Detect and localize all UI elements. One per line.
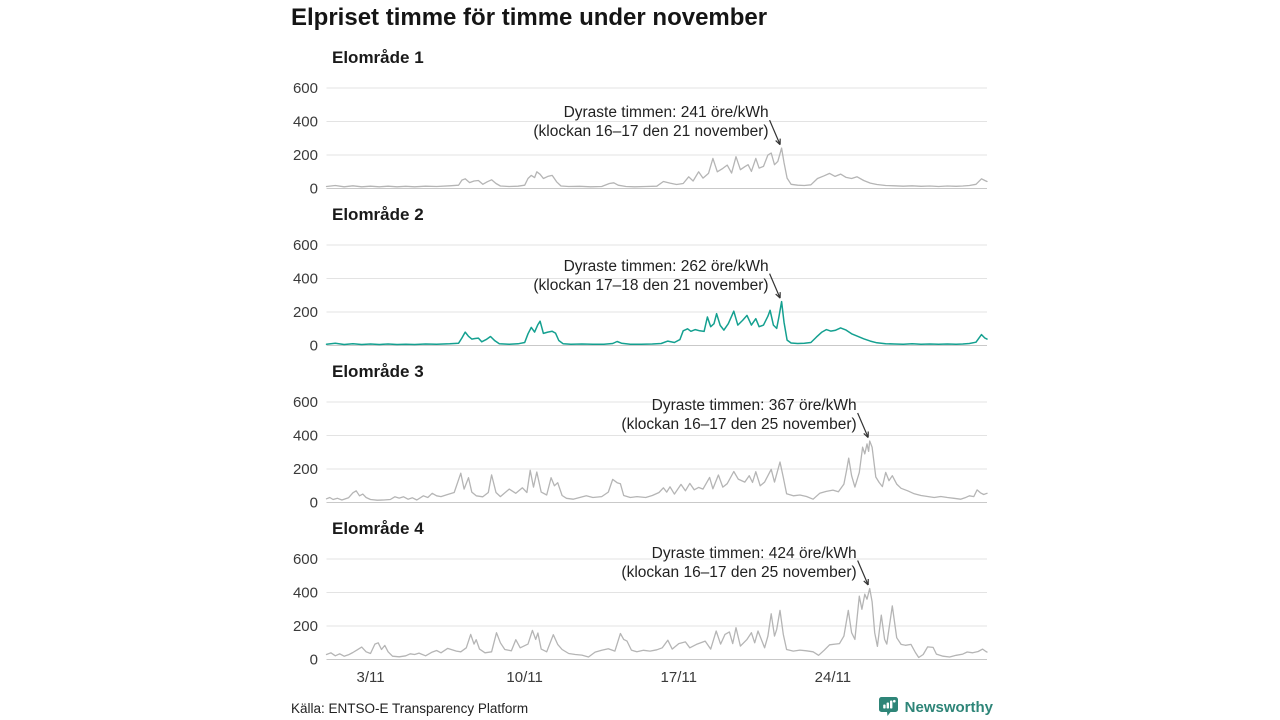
peak-annotation-4: Dyraste timmen: 424 öre/kWh (klockan 16–1… <box>621 545 856 582</box>
chart-plot-3: 600 400 200 0 <box>293 394 988 511</box>
y-tick-label: 600 <box>293 237 318 254</box>
price-line <box>325 440 988 501</box>
y-tick-label: 0 <box>310 652 318 669</box>
annotation-arrow <box>857 560 869 586</box>
peak-annotation-line2: (klockan 16–17 den 21 november) <box>533 122 769 140</box>
y-tick-label: 400 <box>293 114 318 131</box>
y-tick-label: 600 <box>293 80 318 97</box>
bar-glyph <box>889 700 893 709</box>
y-tick-label: 600 <box>293 394 318 411</box>
peak-annotation-line2: (klockan 16–17 den 25 november) <box>621 415 857 433</box>
y-tick-label: 0 <box>310 495 318 511</box>
price-line <box>325 587 988 659</box>
peak-annotation-line1: Dyraste timmen: 241 öre/kWh <box>563 104 769 121</box>
peak-annotation-line1: Dyraste timmen: 262 öre/kWh <box>563 258 769 275</box>
bar-chart-speech-bubble-icon <box>878 697 898 716</box>
chart-title: Elpriset timme för timme under november <box>291 4 768 31</box>
y-tick-label: 200 <box>293 147 318 164</box>
bar-glyph <box>882 704 886 709</box>
chart-plot-1: 600 400 200 0 <box>293 80 988 197</box>
chart-subtitle-3: Elområde 3 <box>332 362 424 381</box>
annotation-arrow <box>769 119 781 145</box>
dot-glyph <box>892 699 896 703</box>
source-caption: Källa: ENTSO-E Transparency Platform <box>291 701 529 716</box>
x-tick-label: 24/11 <box>815 669 851 686</box>
peak-annotation-line1: Dyraste timmen: 367 öre/kWh <box>651 397 857 414</box>
peak-annotation-line2: (klockan 17–18 den 21 november) <box>533 276 769 294</box>
y-tick-label: 400 <box>293 271 318 288</box>
chart-subtitle-2: Elområde 2 <box>332 205 424 224</box>
annotation-arrow <box>857 412 869 438</box>
y-tick-label: 200 <box>293 618 318 635</box>
annotation-arrowhead <box>775 293 781 299</box>
peak-annotation-1: Dyraste timmen: 241 öre/kWh (klockan 16–1… <box>533 104 768 141</box>
chart-plot-2: 600 400 200 0 <box>293 237 988 354</box>
annotation-arrowhead <box>775 140 781 146</box>
x-tick-label: 10/11 <box>506 669 542 686</box>
y-tick-label: 0 <box>310 181 318 197</box>
x-tick-label: 17/11 <box>661 669 697 686</box>
price-line <box>325 300 988 346</box>
peak-annotation-3: Dyraste timmen: 367 öre/kWh (klockan 16–1… <box>621 397 856 434</box>
newsworthy-brand: Newsworthy <box>878 696 993 718</box>
y-tick-label: 200 <box>293 304 318 321</box>
price-line <box>325 147 988 188</box>
y-tick-label: 400 <box>293 428 318 445</box>
chart-subtitle-4: Elområde 4 <box>332 519 424 538</box>
chart-plot-4: 600 400 200 0 3/11 10/11 17/11 24/11 <box>293 551 988 686</box>
bar-glyph <box>886 702 889 709</box>
chart-subtitle-1: Elområde 1 <box>332 48 424 67</box>
annotation-arrow <box>769 273 781 299</box>
x-tick-label: 3/11 <box>356 669 384 686</box>
y-tick-label: 600 <box>293 551 318 568</box>
annotation-arrowhead <box>863 433 869 438</box>
y-tick-label: 400 <box>293 585 318 602</box>
y-tick-label: 0 <box>310 338 318 354</box>
annotation-arrowhead <box>863 580 869 586</box>
peak-annotation-line1: Dyraste timmen: 424 öre/kWh <box>651 545 857 562</box>
y-tick-label: 200 <box>293 461 318 478</box>
peak-annotation-line2: (klockan 16–17 den 25 november) <box>621 563 857 581</box>
peak-annotation-2: Dyraste timmen: 262 öre/kWh (klockan 17–1… <box>533 258 768 295</box>
newsworthy-wordmark: Newsworthy <box>904 698 993 716</box>
